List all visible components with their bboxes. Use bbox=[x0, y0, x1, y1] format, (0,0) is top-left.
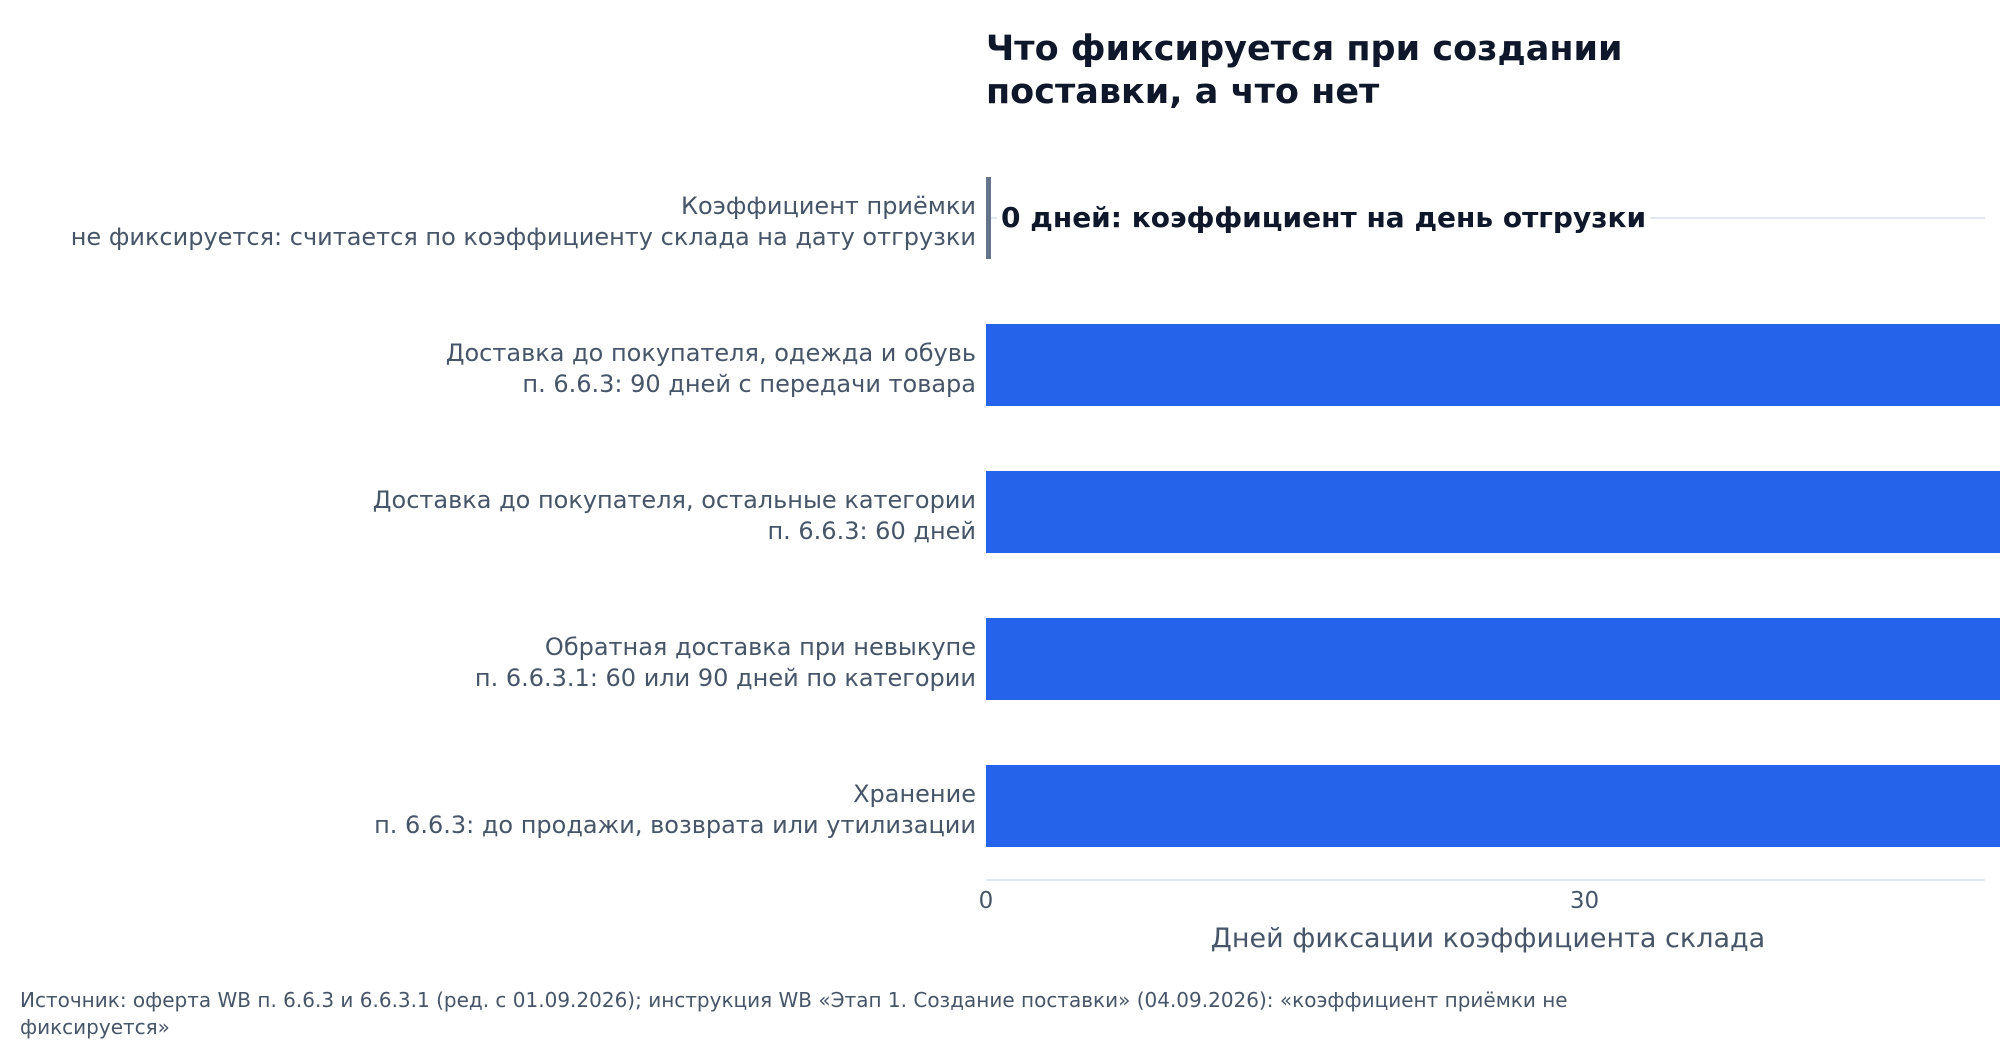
bar bbox=[986, 765, 2000, 847]
bar-zero-marker bbox=[986, 177, 991, 259]
category-sublabel: п. 6.6.3: 90 дней с передачи товара bbox=[522, 370, 976, 398]
category-sublabel: п. 6.6.3: 60 дней bbox=[767, 517, 976, 545]
x-tick-label: 0 bbox=[979, 888, 994, 914]
value-label-backing bbox=[997, 201, 1651, 234]
title-line: поставки, а что нет bbox=[986, 72, 1380, 112]
category-sublabel: не фиксируется: считается по коэффициент… bbox=[71, 223, 976, 251]
bar bbox=[986, 618, 2000, 700]
category-labels: Коэффициент приёмки не фиксируется: счита… bbox=[71, 192, 976, 839]
bar bbox=[986, 471, 2000, 553]
category-label: Доставка до покупателя, одежда и обувь bbox=[446, 339, 976, 367]
title-line: Что фиксируется при создании bbox=[986, 29, 1623, 69]
category-label: Доставка до покупателя, остальные катего… bbox=[373, 486, 976, 514]
source-line: фиксируется» bbox=[20, 1015, 170, 1039]
category-label: Коэффициент приёмки bbox=[681, 192, 976, 220]
bars bbox=[986, 177, 2000, 847]
x-tick-label: 30 bbox=[1570, 888, 1599, 914]
value-label: 0 дней: коэффициент на день отгрузки bbox=[1001, 201, 1646, 234]
source-line: Источник: оферта WB п. 6.6.3 и 6.6.3.1 (… bbox=[20, 988, 1568, 1012]
x-axis: 0306090Дней фиксации коэффициента склада bbox=[979, 879, 1985, 954]
category-sublabel: п. 6.6.3.1: 60 или 90 дней по категории bbox=[475, 664, 976, 692]
x-axis-label: Дней фиксации коэффициента склада bbox=[1211, 923, 1765, 954]
category-label: Хранение bbox=[853, 780, 976, 808]
source-note: Источник: оферта WB п. 6.6.3 и 6.6.3.1 (… bbox=[20, 988, 1568, 1039]
value-labels: 0 дней: коэффициент на день отгрузки90 д… bbox=[997, 201, 1651, 234]
category-sublabel: п. 6.6.3: до продажи, возврата или утили… bbox=[374, 811, 976, 839]
bar bbox=[986, 324, 2000, 406]
category-label: Обратная доставка при невыкупе bbox=[545, 633, 976, 661]
